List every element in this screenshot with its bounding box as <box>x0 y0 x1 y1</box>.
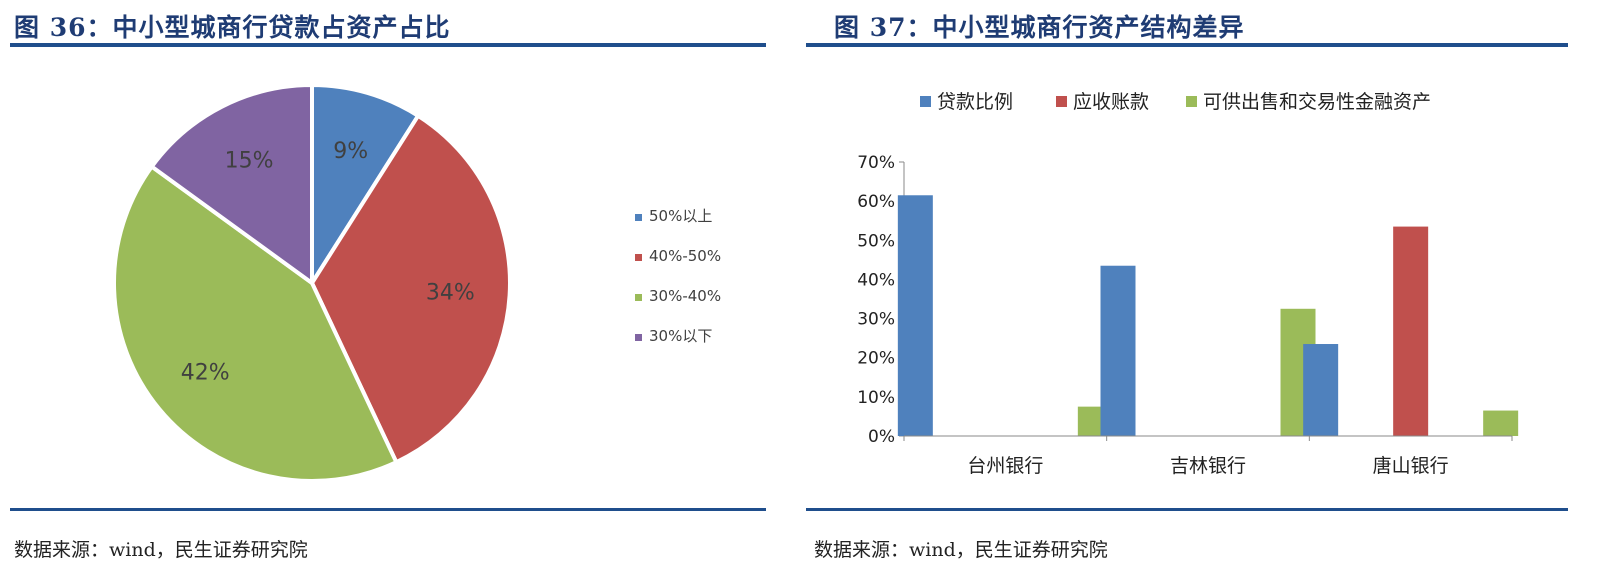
legend-label: 应收账款 <box>1073 91 1149 113</box>
y-tick-label: 40% <box>857 270 895 290</box>
pie-slice <box>112 164 399 483</box>
figure-36-panel: 图 36：中小型城商行贷款占资产占比 9% 34% 42% 15% 50%以上 40%-5… <box>0 0 780 573</box>
legend-label: 贷款比例 <box>937 91 1013 113</box>
legend-swatch <box>635 294 642 301</box>
legend-label: 50%以上 <box>649 207 712 225</box>
y-tick-label: 50% <box>857 231 895 251</box>
bar <box>1393 226 1429 436</box>
y-tick-label: 20% <box>857 349 895 369</box>
legend-swatch <box>635 214 642 221</box>
legend-label: 30%以下 <box>649 327 712 345</box>
pie-slice <box>310 113 512 465</box>
y-tick-label: 10% <box>857 388 895 408</box>
figure-37-panel: 图 37：中小型城商行资产结构差异 贷款比例 应收账款 可供出售和交易性金融资产 0%… <box>806 0 1600 573</box>
legend-label: 30%-40% <box>649 287 721 305</box>
pie-data-label: 42% <box>181 360 230 385</box>
bar <box>1303 344 1339 436</box>
legend-swatch <box>1186 96 1197 107</box>
x-tick-label: 唐山银行 <box>1373 455 1449 477</box>
y-tick-label: 70% <box>857 153 895 173</box>
bar <box>1100 265 1136 436</box>
legend-swatch <box>1056 96 1067 107</box>
y-tick-label: 60% <box>857 192 895 212</box>
pie-data-label: 34% <box>426 281 475 306</box>
source-note: 数据来源：wind，民生证券研究院 <box>814 539 1108 561</box>
bar-chart: 贷款比例 应收账款 可供出售和交易性金融资产 0% 10% 20% 30% 40% 50% 60%… <box>857 91 1519 477</box>
legend-swatch <box>635 254 642 261</box>
title-rule <box>806 43 1568 47</box>
figure-title: 图 36：中小型城商行贷款占资产占比 <box>14 13 451 42</box>
bar <box>1483 410 1519 436</box>
bottom-rule <box>10 508 766 511</box>
source-note: 数据来源：wind，民生证券研究院 <box>14 539 308 561</box>
legend-swatch <box>635 334 642 341</box>
y-tick-label: 0% <box>868 427 895 447</box>
bar <box>897 195 933 436</box>
x-tick-label: 吉林银行 <box>1170 455 1246 477</box>
pie-data-label: 15% <box>225 149 274 174</box>
pie-chart: 9% 34% 42% 15% 50%以上 40%-50% 30%-40% 30%以下 <box>112 83 721 483</box>
legend-label: 40%-50% <box>649 247 721 265</box>
y-tick-label: 30% <box>857 310 895 330</box>
title-rule <box>10 43 766 47</box>
legend-swatch <box>920 96 931 107</box>
figure-title: 图 37：中小型城商行资产结构差异 <box>834 13 1245 42</box>
pie-data-label: 9% <box>333 139 368 164</box>
legend-label: 可供出售和交易性金融资产 <box>1203 91 1431 113</box>
bottom-rule <box>806 508 1568 511</box>
pie-slice <box>149 83 314 285</box>
pie-slice <box>310 83 421 285</box>
x-tick-label: 台州银行 <box>967 455 1043 477</box>
